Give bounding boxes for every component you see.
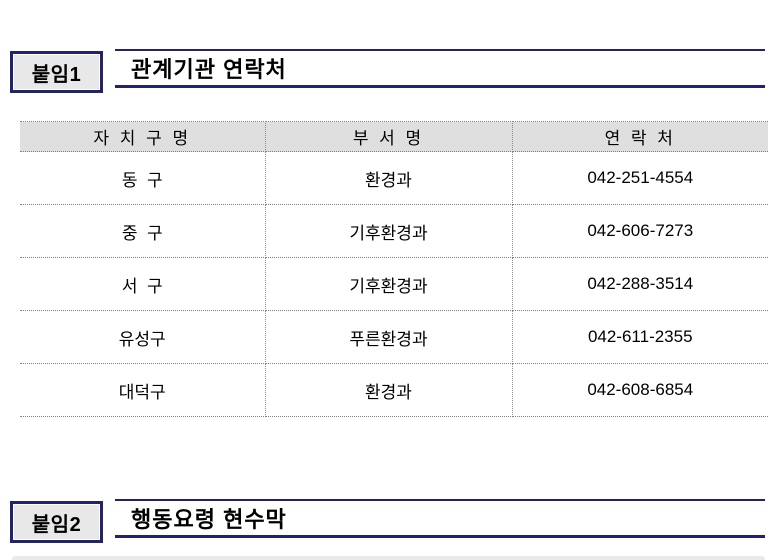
attachment2-badge: 붙임2: [10, 501, 103, 543]
department-cell: 환경과: [265, 363, 513, 417]
phone-cell: 042-606-7273: [512, 204, 768, 258]
phone-cell: 042-611-2355: [512, 310, 768, 364]
table-row: 서 구 기후환경과 042-288-3514: [20, 257, 768, 311]
department-cell: 환경과: [265, 151, 513, 205]
cropped-banner-edge: [12, 556, 765, 560]
contact-table: 자 치 구 명 부 서 명 연 락 처 동 구 환경과 042-251-4554…: [20, 121, 768, 417]
attachment2-title: 행동요령 현수막: [131, 507, 287, 532]
district-cell: 대덕구: [20, 363, 266, 417]
phone-cell: 042-288-3514: [512, 257, 768, 311]
department-cell: 기후환경과: [265, 204, 513, 258]
attachment1-title-bar: 관계기관 연락처: [115, 49, 765, 88]
table-row: 동 구 환경과 042-251-4554: [20, 151, 768, 205]
contact-table-header: 자 치 구 명 부 서 명 연 락 처: [20, 121, 768, 152]
attachment1-title: 관계기관 연락처: [131, 57, 287, 82]
column-header-phone: 연 락 처: [512, 121, 768, 152]
column-header-district: 자 치 구 명: [20, 121, 266, 152]
district-cell: 서 구: [20, 257, 266, 311]
district-cell: 중 구: [20, 204, 266, 258]
column-header-department: 부 서 명: [265, 121, 513, 152]
district-cell: 유성구: [20, 310, 266, 364]
phone-cell: 042-251-4554: [512, 151, 768, 205]
phone-cell: 042-608-6854: [512, 363, 768, 417]
attachment1-badge: 붙임1: [10, 51, 103, 93]
table-row: 중 구 기후환경과 042-606-7273: [20, 204, 768, 258]
department-cell: 기후환경과: [265, 257, 513, 311]
table-row: 대덕구 환경과 042-608-6854: [20, 363, 768, 417]
table-row: 유성구 푸른환경과 042-611-2355: [20, 310, 768, 364]
attachment2-title-bar: 행동요령 현수막: [115, 499, 765, 538]
district-cell: 동 구: [20, 151, 266, 205]
table-header-row: 자 치 구 명 부 서 명 연 락 처: [20, 121, 768, 152]
contact-table-body: 동 구 환경과 042-251-4554 중 구 기후환경과 042-606-7…: [20, 151, 768, 417]
department-cell: 푸른환경과: [265, 310, 513, 364]
